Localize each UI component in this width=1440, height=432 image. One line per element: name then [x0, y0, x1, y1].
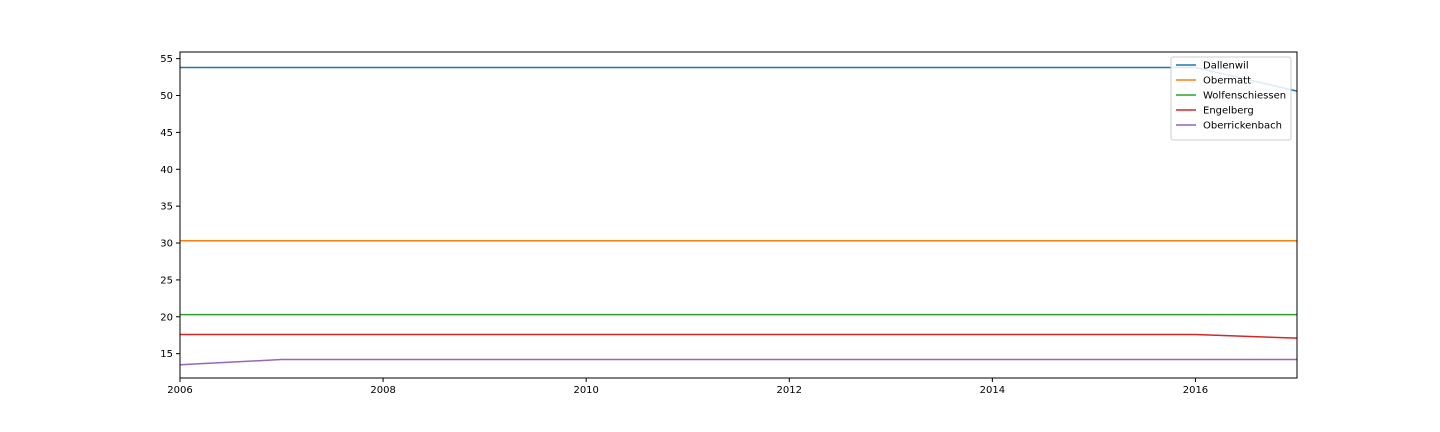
legend-label: Oberrickenbach — [1203, 121, 1282, 132]
x-tick-label: 2008 — [370, 385, 395, 396]
y-tick-label: 45 — [160, 128, 173, 139]
legend-label: Engelberg — [1203, 106, 1254, 117]
legend-label: Dallenwil — [1203, 61, 1249, 72]
legend-box — [1170, 56, 1292, 141]
axis-layer: 2006 2008 2010 2012 2014 2016 15 20 25 30 35 40 45 50… — [160, 54, 1208, 396]
x-tick-label: 2012 — [777, 385, 802, 396]
x-tick-label: 2016 — [1183, 385, 1208, 396]
legend: Dallenwil Obermatt Wolfenschiessen Engelber… — [1170, 56, 1292, 141]
y-tick-label: 35 — [160, 202, 173, 213]
series-line-dallenwil — [180, 66, 1297, 92]
series-line-engelberg — [180, 333, 1297, 339]
series-layer — [180, 66, 1297, 366]
x-tick-label: 2010 — [573, 385, 598, 396]
y-tick-label: 50 — [160, 91, 173, 102]
x-tick-label: 2014 — [980, 385, 1005, 396]
y-tick-label: 30 — [160, 239, 173, 250]
y-tick-label: 15 — [160, 349, 173, 360]
plot-frame — [179, 51, 1298, 379]
legend-label: Obermatt — [1203, 76, 1251, 87]
y-tick-label: 25 — [160, 275, 173, 286]
x-tick-label: 2006 — [167, 385, 192, 396]
y-tick-label: 55 — [160, 54, 173, 65]
y-tick-label: 40 — [160, 165, 173, 176]
series-line-oberrickenbach — [180, 358, 1297, 366]
y-tick-label: 20 — [160, 312, 173, 323]
legend-label: Wolfenschiessen — [1203, 91, 1286, 102]
